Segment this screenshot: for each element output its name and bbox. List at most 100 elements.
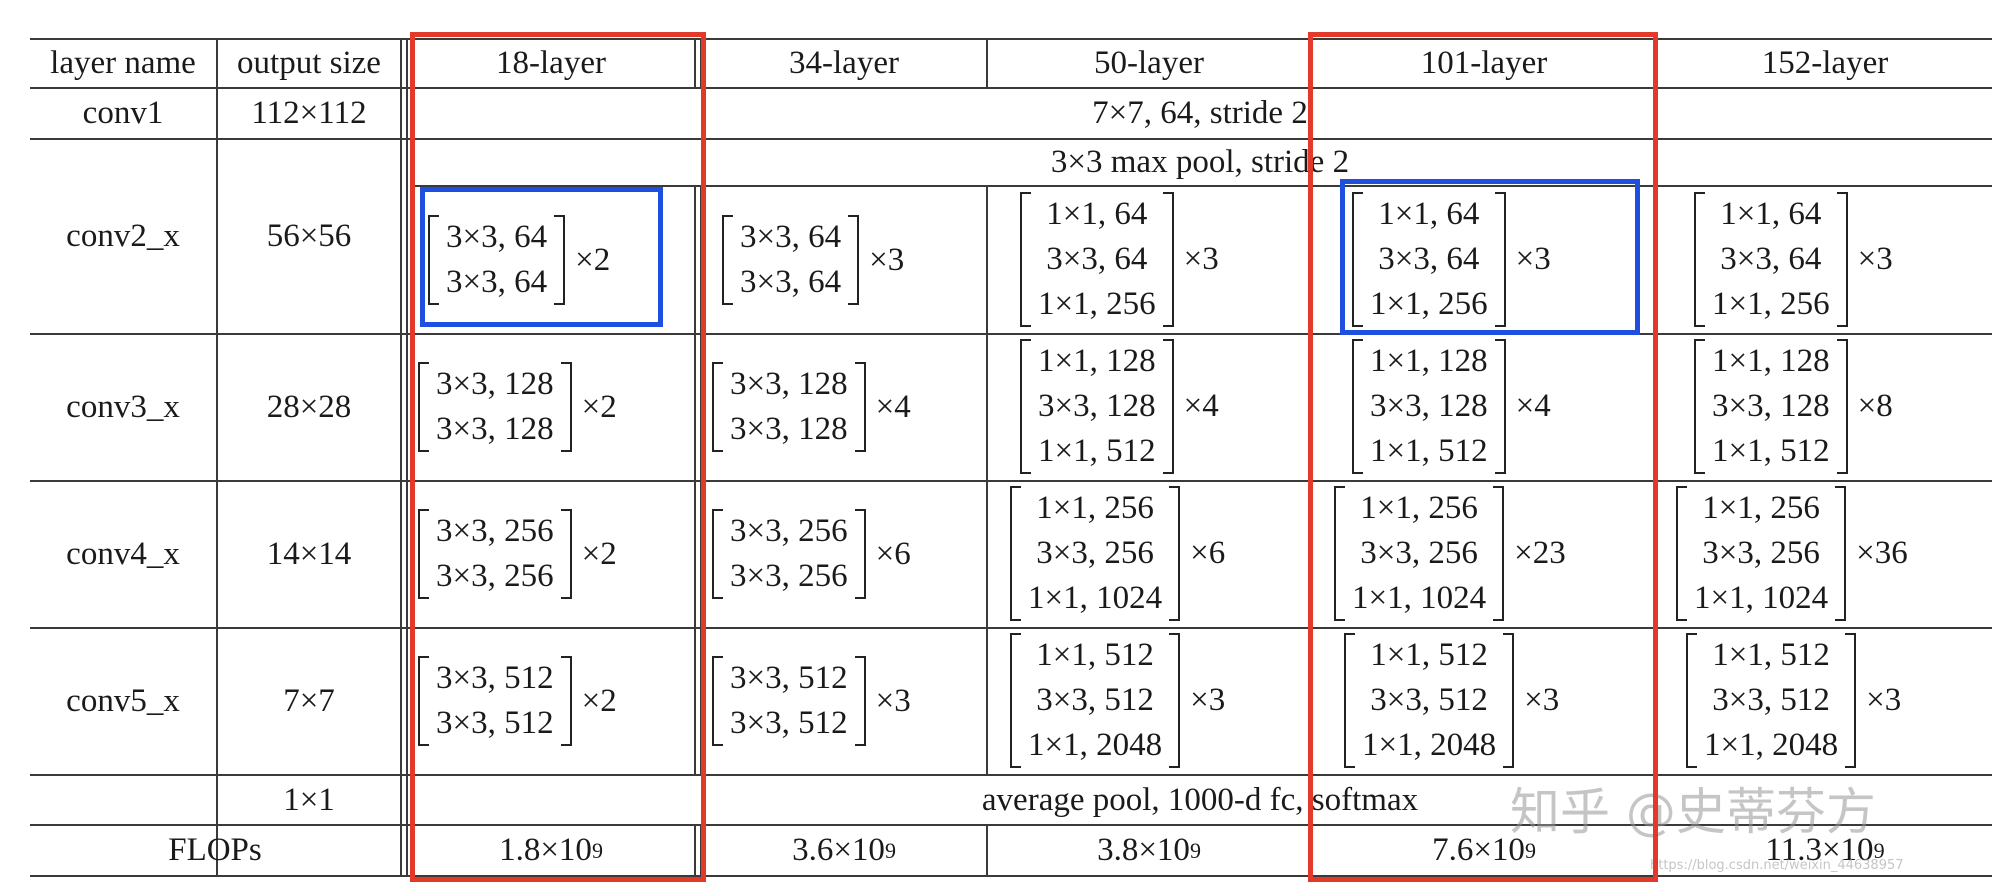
conv5-18-row: 3×3, 512: [436, 660, 554, 696]
conv2-50-mult: ×3: [1183, 241, 1219, 277]
rule-bottom: [30, 875, 1992, 877]
flops-50: 3.8×10 9: [988, 826, 1310, 875]
flops-18: 1.8×10 9: [408, 826, 694, 875]
rule-conv5: [30, 774, 1992, 776]
col-rule-size-b: [406, 38, 408, 875]
rule-final: [30, 824, 1992, 826]
rule-conv3: [30, 480, 1992, 482]
conv3-34-row: 3×3, 128: [730, 411, 848, 447]
conv5-50-block: 1×1, 512 3×3, 512 1×1, 2048 ×3: [1010, 633, 1225, 768]
conv5-101-row: 1×1, 2048: [1362, 727, 1497, 763]
conv2-101-block: 1×1, 64 3×3, 64 1×1, 256 ×3: [1352, 192, 1551, 327]
conv5-152-block: 1×1, 512 3×3, 512 1×1, 2048 ×3: [1686, 633, 1901, 768]
flops-101: 7.6×10 9: [1312, 826, 1656, 875]
final-spec: average pool, 1000-d fc, softmax: [981, 781, 1419, 818]
conv1-spec: 7×7, 64, stride 2: [1092, 95, 1308, 131]
flops-label: FLOPs: [168, 832, 262, 868]
conv4-size: 14×14: [266, 536, 352, 572]
conv2-34-mult: ×3: [869, 241, 905, 278]
conv2-18-row: 3×3, 64: [446, 264, 548, 300]
conv2-34-row: 3×3, 64: [740, 219, 842, 255]
conv3-101-row: 1×1, 512: [1370, 433, 1488, 469]
col-rule-34-b: [986, 187, 988, 775]
final-size: 1×1: [283, 781, 335, 818]
conv3-18-row: 3×3, 128: [436, 366, 554, 402]
conv3-34-mult: ×4: [875, 388, 911, 425]
conv4-101-row: 1×1, 1024: [1352, 580, 1487, 616]
conv4-name: conv4_x: [66, 536, 180, 572]
conv3-50-row: 1×1, 128: [1038, 343, 1156, 379]
conv2-152-block: 1×1, 64 3×3, 64 1×1, 256 ×3: [1694, 192, 1893, 327]
conv4-152-row: 1×1, 1024: [1694, 580, 1829, 616]
rule-top: [30, 38, 1992, 40]
conv2-34-row: 3×3, 64: [740, 264, 842, 300]
conv4-101-block: 1×1, 256 3×3, 256 1×1, 1024 ×23: [1334, 486, 1566, 621]
conv5-152-mult: ×3: [1866, 682, 1902, 718]
conv4-152-block: 1×1, 256 3×3, 256 1×1, 1024 ×36: [1676, 486, 1908, 621]
conv2-name: conv2_x: [66, 218, 180, 254]
flops-152-exp: 9: [1873, 837, 1885, 863]
conv2-34-block: 3×3, 64 3×3, 64 ×3: [722, 215, 904, 305]
conv4-34-row: 3×3, 256: [730, 513, 848, 549]
conv5-name: conv5_x: [66, 683, 180, 719]
conv2-101-row: 1×1, 64: [1378, 196, 1480, 232]
watermark-zhihu: 知乎 @史蒂芬方: [1510, 783, 1876, 841]
conv2-152-mult: ×3: [1857, 241, 1893, 277]
highlight-101-bottleneck-block: [1340, 179, 1640, 335]
conv3-18-mult: ×2: [581, 388, 617, 425]
conv4-152-mult: ×36: [1856, 535, 1908, 571]
col-rule-size-a: [400, 38, 402, 875]
flops-34: 3.6×10 9: [702, 826, 986, 875]
conv4-101-row: 1×1, 256: [1360, 490, 1478, 526]
conv4-34-block: 3×3, 256 3×3, 256 ×6: [712, 509, 911, 599]
conv5-101-row: 3×3, 512: [1370, 682, 1488, 718]
conv3-50-row: 3×3, 128: [1038, 388, 1156, 424]
conv5-50-row: 1×1, 2048: [1028, 727, 1163, 763]
conv5-34-block: 3×3, 512 3×3, 512 ×3: [712, 656, 911, 746]
conv1-size: 112×112: [251, 95, 367, 131]
conv4-50-row: 1×1, 256: [1036, 490, 1154, 526]
conv4-50-row: 3×3, 256: [1036, 535, 1154, 571]
conv4-50-block: 1×1, 256 3×3, 256 1×1, 1024 ×6: [1010, 486, 1225, 621]
header-output-size: output size: [237, 45, 381, 81]
rule-conv2: [30, 333, 1992, 335]
col-rule-name: [216, 38, 218, 875]
rule-conv4: [30, 627, 1992, 629]
highlight-18-layer-column: [410, 32, 706, 882]
col-rule-18-e: [694, 824, 696, 875]
conv4-18-block: 3×3, 256 3×3, 256 ×2: [418, 509, 617, 599]
conv2-18-row: 3×3, 64: [446, 219, 548, 255]
conv3-101-row: 1×1, 128: [1370, 343, 1488, 379]
conv3-101-mult: ×4: [1515, 388, 1551, 424]
conv2-101-row: 1×1, 256: [1370, 286, 1488, 322]
rule-conv1: [30, 138, 1992, 140]
conv1-name: conv1: [82, 95, 164, 131]
flops-34-base: 3.6×10: [792, 832, 885, 868]
conv4-34-row: 3×3, 256: [730, 558, 848, 594]
header-152-layer: 152-layer: [1761, 45, 1889, 81]
conv5-34-row: 3×3, 512: [730, 705, 848, 741]
conv3-50-row: 1×1, 512: [1038, 433, 1156, 469]
header-50-layer: 50-layer: [1094, 45, 1204, 81]
conv3-name: conv3_x: [66, 389, 180, 425]
conv2-101-row: 3×3, 64: [1378, 241, 1480, 277]
conv5-18-mult: ×2: [581, 682, 617, 719]
conv2-50-row: 3×3, 64: [1046, 241, 1148, 277]
pool-spec: 3×3 max pool, stride 2: [1050, 144, 1350, 180]
conv4-101-mult: ×23: [1514, 535, 1566, 571]
conv4-18-row: 3×3, 256: [436, 513, 554, 549]
conv3-18-block: 3×3, 128 3×3, 128 ×2: [418, 362, 617, 452]
col-rule-18-c: [694, 187, 696, 775]
conv3-34-row: 3×3, 128: [730, 366, 848, 402]
conv3-101-row: 3×3, 128: [1370, 388, 1488, 424]
conv2-18-block: 3×3, 64 3×3, 64 ×2: [428, 215, 610, 305]
conv5-50-mult: ×3: [1190, 682, 1226, 718]
conv5-50-row: 3×3, 512: [1036, 682, 1154, 718]
conv3-152-mult: ×8: [1857, 388, 1893, 424]
conv3-18-row: 3×3, 128: [436, 411, 554, 447]
conv3-152-row: 3×3, 128: [1712, 388, 1830, 424]
conv4-18-row: 3×3, 256: [436, 558, 554, 594]
conv2-50-row: 1×1, 64: [1046, 196, 1148, 232]
conv2-50-block: 1×1, 64 3×3, 64 1×1, 256 ×3: [1020, 192, 1219, 327]
